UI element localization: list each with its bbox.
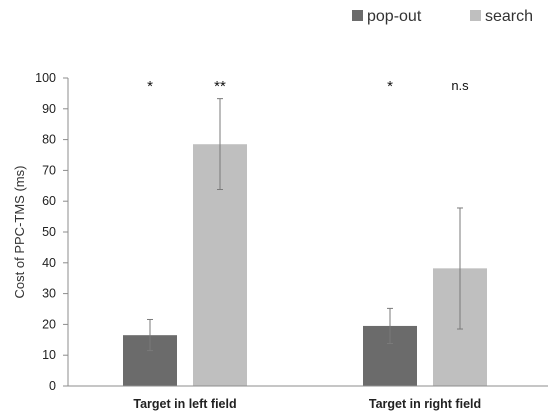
significance-mark-search-0: ** xyxy=(214,78,226,95)
y-tick-label: 70 xyxy=(42,163,56,177)
significance-marks: * ** * n.s xyxy=(147,78,469,95)
legend-label-search: search xyxy=(485,8,533,25)
significance-mark-pop-out-1: * xyxy=(387,78,393,95)
y-tick-label: 60 xyxy=(42,194,56,208)
legend-swatch-pop-out xyxy=(352,10,363,21)
x-axis: Target in left field Target in right fiel… xyxy=(68,385,548,411)
y-tick-label: 40 xyxy=(42,256,56,270)
significance-mark-search-1: n.s xyxy=(451,78,469,93)
significance-mark-pop-out-0: * xyxy=(147,78,153,95)
y-tick-label: 20 xyxy=(42,317,56,331)
y-tick-label: 80 xyxy=(42,133,56,147)
y-tick-label: 50 xyxy=(42,225,56,239)
legend-swatch-search xyxy=(470,10,481,21)
legend: pop-out search xyxy=(352,8,533,25)
y-axis-title: Cost of PPC-TMS (ms) xyxy=(12,166,27,299)
category-label-0: Target in left field xyxy=(133,397,236,411)
category-label-1: Target in right field xyxy=(369,397,481,411)
y-tick-label: 100 xyxy=(35,71,56,85)
y-tick-label: 10 xyxy=(42,348,56,362)
y-tick-label: 30 xyxy=(42,287,56,301)
bars-group xyxy=(123,98,487,386)
y-axis: 0 10 20 30 40 50 60 70 80 90 100 Cost of PPC-TMS (m… xyxy=(12,71,69,393)
legend-label-pop-out: pop-out xyxy=(367,8,422,25)
y-tick-label: 0 xyxy=(49,379,56,393)
y-tick-label: 90 xyxy=(42,102,56,116)
